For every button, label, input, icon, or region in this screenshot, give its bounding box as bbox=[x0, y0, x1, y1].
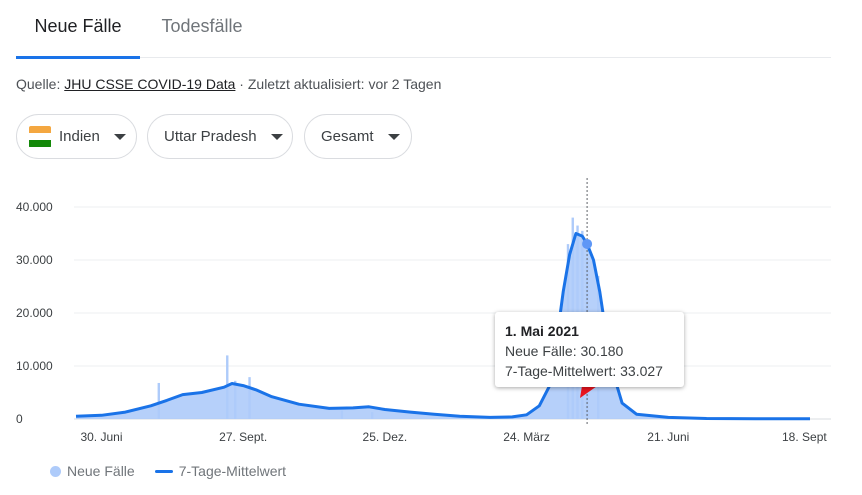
x-tick-label: 30. Juni bbox=[80, 430, 122, 444]
x-tick-label: 21. Juni bbox=[647, 430, 689, 444]
country-dropdown-label: Indien bbox=[59, 128, 100, 145]
y-tick-label: 30.000 bbox=[16, 253, 53, 267]
tooltip-new-cases: Neue Fälle: 30.180 bbox=[505, 343, 624, 359]
chevron-down-icon bbox=[113, 133, 126, 140]
scope-dropdown-label: Gesamt bbox=[321, 128, 374, 145]
legend-line-swatch bbox=[154, 469, 173, 473]
x-tick-label: 18. Sept bbox=[782, 430, 827, 444]
bar bbox=[157, 382, 160, 419]
x-tick-label: 25. Dez. bbox=[363, 430, 408, 444]
legend-line-label: 7-Tage-Mittelwert bbox=[178, 463, 287, 479]
tab-new-cases[interactable]: Neue Fälle bbox=[16, 0, 140, 59]
x-tick-label: 24. März bbox=[503, 430, 550, 444]
region-dropdown[interactable]: Uttar Pradesh bbox=[147, 114, 293, 159]
chart-legend: Neue Fälle 7-Tage-Mittelwert bbox=[50, 463, 286, 479]
bars-area bbox=[76, 233, 810, 419]
bar bbox=[234, 380, 237, 419]
region-dropdown-label: Uttar Pradesh bbox=[164, 128, 257, 145]
tab-bar: Neue Fälle Todesfälle bbox=[16, 0, 831, 59]
source-line: Quelle: JHU CSSE COVID-19 Data · Zuletzt… bbox=[16, 76, 441, 92]
highlight-point bbox=[582, 238, 593, 249]
tab-deaths[interactable]: Todesfälle bbox=[161, 16, 243, 36]
y-tick-label: 40.000 bbox=[16, 200, 53, 214]
y-tick-label: 0 bbox=[16, 412, 23, 426]
scope-dropdown[interactable]: Gesamt bbox=[304, 114, 412, 159]
avg-line bbox=[75, 232, 811, 421]
x-tick-label: 27. Sept. bbox=[219, 430, 267, 444]
chart-tooltip: 1. Mai 2021 Neue Fälle: 30.180 7-Tage-Mi… bbox=[495, 312, 684, 387]
bar bbox=[370, 412, 374, 419]
tooltip-date: 1. Mai 2021 bbox=[505, 323, 579, 339]
gridlines bbox=[74, 206, 831, 420]
source-link[interactable]: JHU CSSE COVID-19 Data bbox=[64, 76, 236, 92]
legend-bars-swatch bbox=[50, 465, 61, 477]
legend-bars-label: Neue Fälle bbox=[67, 463, 135, 479]
tooltip-avg: 7-Tage-Mittelwert: 33.027 bbox=[505, 363, 663, 379]
chevron-down-icon bbox=[270, 133, 283, 140]
bars-fill bbox=[76, 233, 810, 419]
source-prefix: Quelle: bbox=[16, 76, 65, 92]
last-updated: · Zuletzt aktualisiert: vor 2 Tagen bbox=[235, 76, 442, 92]
cases-chart[interactable]: 0 10.000 20.000 30.000 40.000 30. Juni 27. Se… bbox=[0, 170, 862, 450]
y-axis: 0 10.000 20.000 30.000 40.000 bbox=[16, 200, 53, 426]
x-axis: 30. Juni 27. Sept. 25. Dez. 24. März 21. Jun… bbox=[80, 430, 827, 444]
country-dropdown[interactable]: Indien bbox=[16, 114, 137, 159]
y-tick-label: 10.000 bbox=[16, 359, 53, 373]
chevron-down-icon bbox=[387, 133, 400, 140]
india-flag-icon bbox=[29, 125, 51, 148]
y-tick-label: 20.000 bbox=[16, 306, 53, 320]
bar bbox=[248, 377, 251, 419]
bar bbox=[340, 410, 344, 419]
